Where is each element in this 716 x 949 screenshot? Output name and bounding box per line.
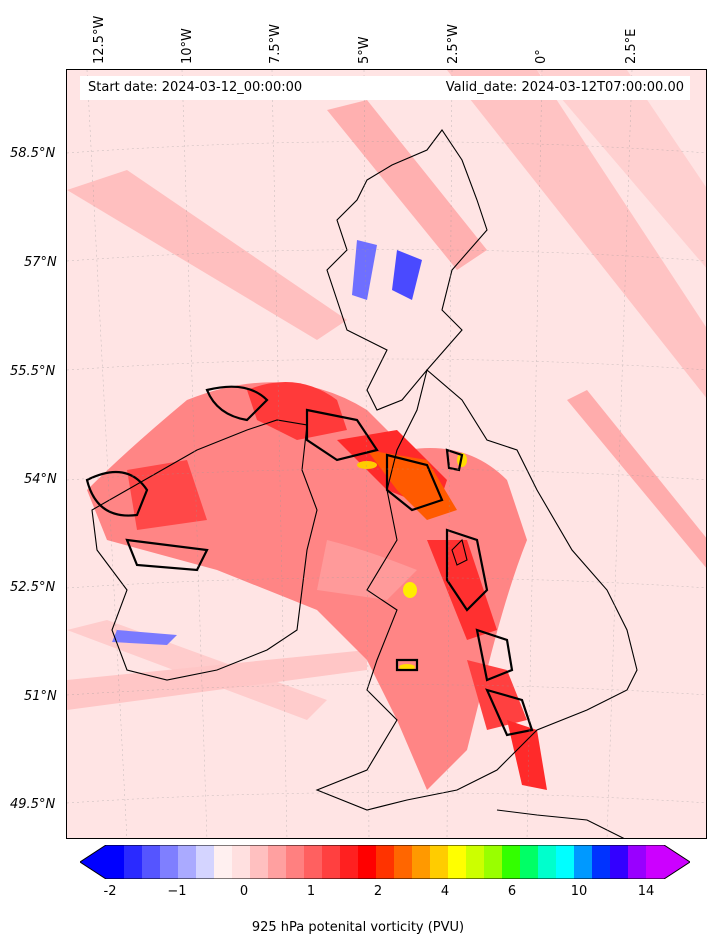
colorbar-swatch — [520, 845, 539, 879]
pv-low-patches — [112, 240, 422, 645]
pv-streaks — [67, 70, 706, 720]
colorbar-swatch — [322, 845, 341, 879]
longitude-label: 2.5°W — [446, 23, 461, 64]
isle-of-man-coastline — [451, 538, 468, 566]
colorbar-swatch — [556, 845, 575, 879]
colorbar-swatch — [502, 845, 521, 879]
colorbar-swatch — [484, 845, 503, 879]
colorbar — [80, 845, 690, 879]
colorbar-swatch — [178, 845, 197, 879]
britain-coastline — [315, 369, 638, 811]
colorbar-tick-label: 10 — [570, 884, 588, 899]
latitude-label: 57°N — [24, 255, 57, 270]
start-date: Start date: 2024-03-12_00:00:00 — [88, 80, 303, 95]
valid-date: Valid_date: 2024-03-12T07:00:00.00 — [445, 80, 684, 95]
date-info-box: Start date: 2024-03-12_00:00:00 Valid_da… — [80, 76, 690, 100]
latitude-label: 49.5°N — [10, 797, 56, 812]
colorbar-under-arrow — [80, 845, 106, 879]
colorbar-swatch — [394, 845, 413, 879]
colorbar-tick-label: 4 — [440, 884, 450, 899]
colorbar-tick-label: −1 — [167, 884, 187, 899]
colorbar-swatch — [268, 845, 287, 879]
colorbar-swatch — [430, 845, 449, 879]
colorbar-swatch — [214, 845, 233, 879]
pv-high-zones — [87, 382, 547, 790]
colorbar-swatch — [250, 845, 269, 879]
scotland-coastline — [326, 129, 488, 411]
colorbar-swatch — [592, 845, 611, 879]
colorbar-label: 925 hPa potenital vorticity (PVU) — [251, 920, 465, 935]
colorbar-swatch — [376, 845, 395, 879]
colorbar-swatch — [448, 845, 467, 879]
colorbar-swatch — [286, 845, 305, 879]
graticule — [67, 70, 706, 838]
longitude-label: 10°W — [180, 28, 195, 64]
colorbar-swatch — [232, 845, 251, 879]
map-panel — [66, 69, 707, 839]
colorbar-swatch — [538, 845, 557, 879]
colorbar-swatch — [574, 845, 593, 879]
longitude-label: 0° — [534, 49, 549, 64]
france-coastline — [496, 809, 625, 838]
colorbar-tick-label: 0 — [239, 884, 249, 899]
pv-map — [67, 70, 706, 838]
colorbar-tick-label: 6 — [507, 884, 517, 899]
colorbar-swatch — [412, 845, 431, 879]
longitude-label: 7.5°W — [268, 23, 283, 64]
colorbar-swatch — [628, 845, 647, 879]
colorbar-tick-label: 1 — [306, 884, 316, 899]
latitude-label: 55.5°N — [10, 364, 56, 379]
colorbar-swatch — [142, 845, 161, 879]
colorbar-swatch — [304, 845, 323, 879]
colorbar-over-arrow — [664, 845, 690, 879]
colorbar-swatch — [106, 845, 125, 879]
colorbar-tick-label: 2 — [373, 884, 383, 899]
colorbar-swatch — [160, 845, 179, 879]
latitude-label: 54°N — [24, 472, 57, 487]
pv-contours — [85, 385, 534, 737]
colorbar-swatch — [358, 845, 377, 879]
colorbar-swatch — [466, 845, 485, 879]
colorbar-swatch — [340, 845, 359, 879]
colorbar-tick-label: -2 — [103, 884, 117, 899]
latitude-label: 52.5°N — [10, 580, 56, 595]
colorbar-swatch — [610, 845, 629, 879]
longitude-label: 2.5°E — [624, 28, 639, 64]
latitude-label: 58.5°N — [10, 146, 56, 161]
longitude-label: 5°W — [357, 36, 372, 64]
colorbar-tick-label: 14 — [637, 884, 655, 899]
longitude-label: 12.5°W — [92, 15, 107, 64]
colorbar-swatch — [196, 845, 215, 879]
latitude-label: 51°N — [24, 689, 57, 704]
colorbar-swatch — [124, 845, 143, 879]
colorbar-swatch — [646, 845, 665, 879]
